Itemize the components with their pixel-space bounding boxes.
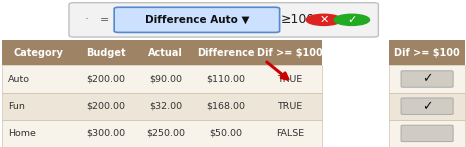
- FancyBboxPatch shape: [2, 65, 322, 93]
- Text: $168.00: $168.00: [206, 102, 246, 111]
- FancyBboxPatch shape: [389, 93, 465, 120]
- Text: $250.00: $250.00: [146, 129, 185, 138]
- Circle shape: [334, 14, 370, 25]
- Text: Actual: Actual: [148, 47, 183, 58]
- FancyBboxPatch shape: [2, 40, 322, 65]
- FancyBboxPatch shape: [114, 7, 280, 32]
- Text: $300.00: $300.00: [87, 129, 125, 138]
- FancyBboxPatch shape: [389, 40, 465, 65]
- Text: ✕: ✕: [319, 15, 329, 25]
- Text: Difference Auto ▼: Difference Auto ▼: [144, 15, 249, 25]
- FancyBboxPatch shape: [389, 65, 465, 93]
- Text: $110.00: $110.00: [206, 75, 246, 83]
- Text: $90.00: $90.00: [149, 75, 182, 83]
- Text: $32.00: $32.00: [149, 102, 182, 111]
- Text: Home: Home: [8, 129, 36, 138]
- Text: Category: Category: [14, 47, 63, 58]
- Text: ✓: ✓: [347, 15, 356, 25]
- Text: Difference: Difference: [197, 47, 255, 58]
- Text: =: =: [100, 15, 110, 25]
- FancyBboxPatch shape: [389, 120, 465, 147]
- Text: ✓: ✓: [422, 100, 432, 113]
- Text: $200.00: $200.00: [87, 102, 125, 111]
- Text: $50.00: $50.00: [210, 129, 242, 138]
- Text: $200.00: $200.00: [87, 75, 125, 83]
- Text: TRUE: TRUE: [277, 102, 303, 111]
- Text: TRUE: TRUE: [277, 75, 303, 83]
- FancyBboxPatch shape: [401, 98, 453, 114]
- Text: Dif >= $100: Dif >= $100: [394, 47, 460, 58]
- FancyBboxPatch shape: [2, 93, 322, 120]
- Text: ·: ·: [84, 13, 88, 26]
- Text: ✓: ✓: [422, 72, 432, 86]
- FancyBboxPatch shape: [69, 3, 378, 37]
- Text: Dif >= $100: Dif >= $100: [257, 47, 323, 58]
- Text: ≥100: ≥100: [281, 13, 315, 26]
- FancyBboxPatch shape: [401, 71, 453, 87]
- Text: FALSE: FALSE: [276, 129, 304, 138]
- Text: Fun: Fun: [8, 102, 25, 111]
- FancyBboxPatch shape: [2, 120, 322, 147]
- Circle shape: [306, 14, 342, 25]
- Text: Auto: Auto: [8, 75, 30, 83]
- FancyBboxPatch shape: [401, 125, 453, 142]
- Text: Budget: Budget: [86, 47, 126, 58]
